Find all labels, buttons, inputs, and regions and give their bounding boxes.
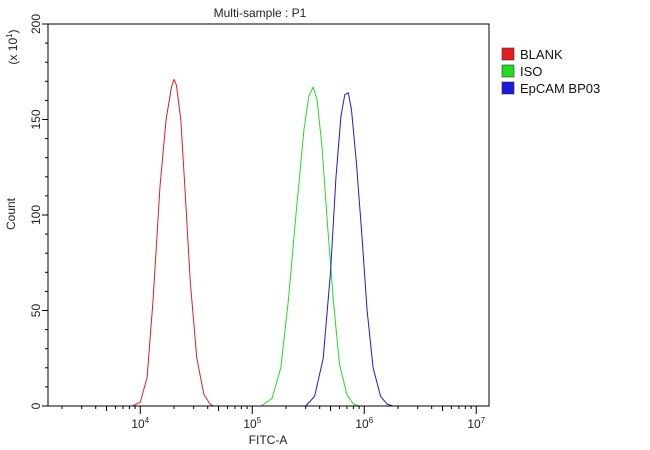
x-tick-label: 104 bbox=[131, 416, 149, 431]
y-multiplier-prefix: (x 10 bbox=[6, 38, 20, 65]
legend-label-iso: ISO bbox=[520, 64, 542, 79]
y-multiplier-suffix: ) bbox=[6, 29, 20, 33]
series-line-iso bbox=[260, 86, 360, 407]
y-tick-label: 0 bbox=[29, 402, 43, 409]
legend-swatch-epcam-bp03 bbox=[501, 81, 515, 95]
series-line-epcam-bp03 bbox=[305, 92, 393, 407]
legend-swatch-blank bbox=[501, 47, 515, 61]
plot-frame bbox=[47, 23, 490, 407]
y-axis-title: Count bbox=[4, 197, 18, 230]
svg-text:(x 101): (x 101) bbox=[5, 29, 20, 64]
y-multiplier-label: (x 101) bbox=[5, 29, 20, 64]
legend-swatch-iso bbox=[501, 64, 515, 78]
y-tick-label: 200 bbox=[29, 14, 43, 34]
chart-title: Multi-sample : P1 bbox=[214, 6, 307, 20]
x-tick-label: 107 bbox=[467, 416, 485, 431]
legend: BLANK ISO EpCAM BP03 bbox=[501, 47, 600, 96]
x-tick-label: 105 bbox=[243, 416, 261, 431]
y-multiplier-exponent: 1 bbox=[5, 33, 14, 38]
legend-label-blank: BLANK bbox=[520, 47, 563, 62]
x-tick-label: 106 bbox=[355, 416, 373, 431]
x-axis-title: FITC-A bbox=[249, 433, 288, 447]
y-tick-label: 150 bbox=[29, 109, 43, 129]
y-tick-label: 50 bbox=[29, 304, 43, 318]
legend-label-epcam-bp03: EpCAM BP03 bbox=[520, 81, 600, 96]
y-tick-label: 100 bbox=[29, 205, 43, 225]
series-line-blank bbox=[132, 78, 214, 407]
